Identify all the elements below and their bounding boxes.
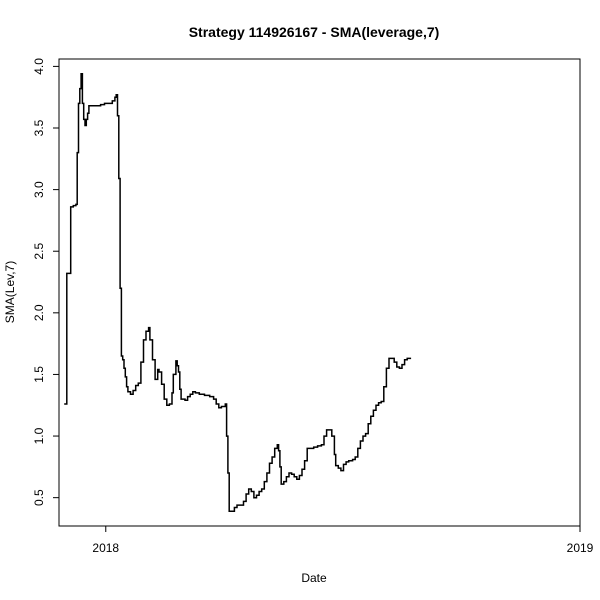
y-tick-label: 2.0 — [32, 304, 46, 321]
plot-frame — [58, 58, 581, 527]
series-line — [64, 73, 412, 512]
y-tick-label: 2.5 — [32, 243, 46, 260]
y-tick-label: 4.0 — [32, 58, 46, 75]
x-axis: 2018 2019 — [92, 526, 594, 555]
x-tick-label: 2018 — [92, 541, 119, 555]
y-tick-label: 3.0 — [32, 181, 46, 198]
y-axis: 0.5 1.0 1.5 2.0 2.5 3.0 3.5 4.0 — [32, 58, 59, 506]
y-tick-label: 0.5 — [32, 489, 46, 506]
y-tick-label: 1.0 — [32, 427, 46, 444]
y-tick-label: 1.5 — [32, 366, 46, 383]
x-tick-label: 2019 — [567, 541, 594, 555]
x-axis-label: Date — [301, 571, 327, 585]
y-tick-label: 3.5 — [32, 119, 46, 136]
y-axis-label: SMA(Lev,7) — [3, 261, 17, 323]
chart-title: Strategy 114926167 - SMA(leverage,7) — [189, 24, 440, 40]
